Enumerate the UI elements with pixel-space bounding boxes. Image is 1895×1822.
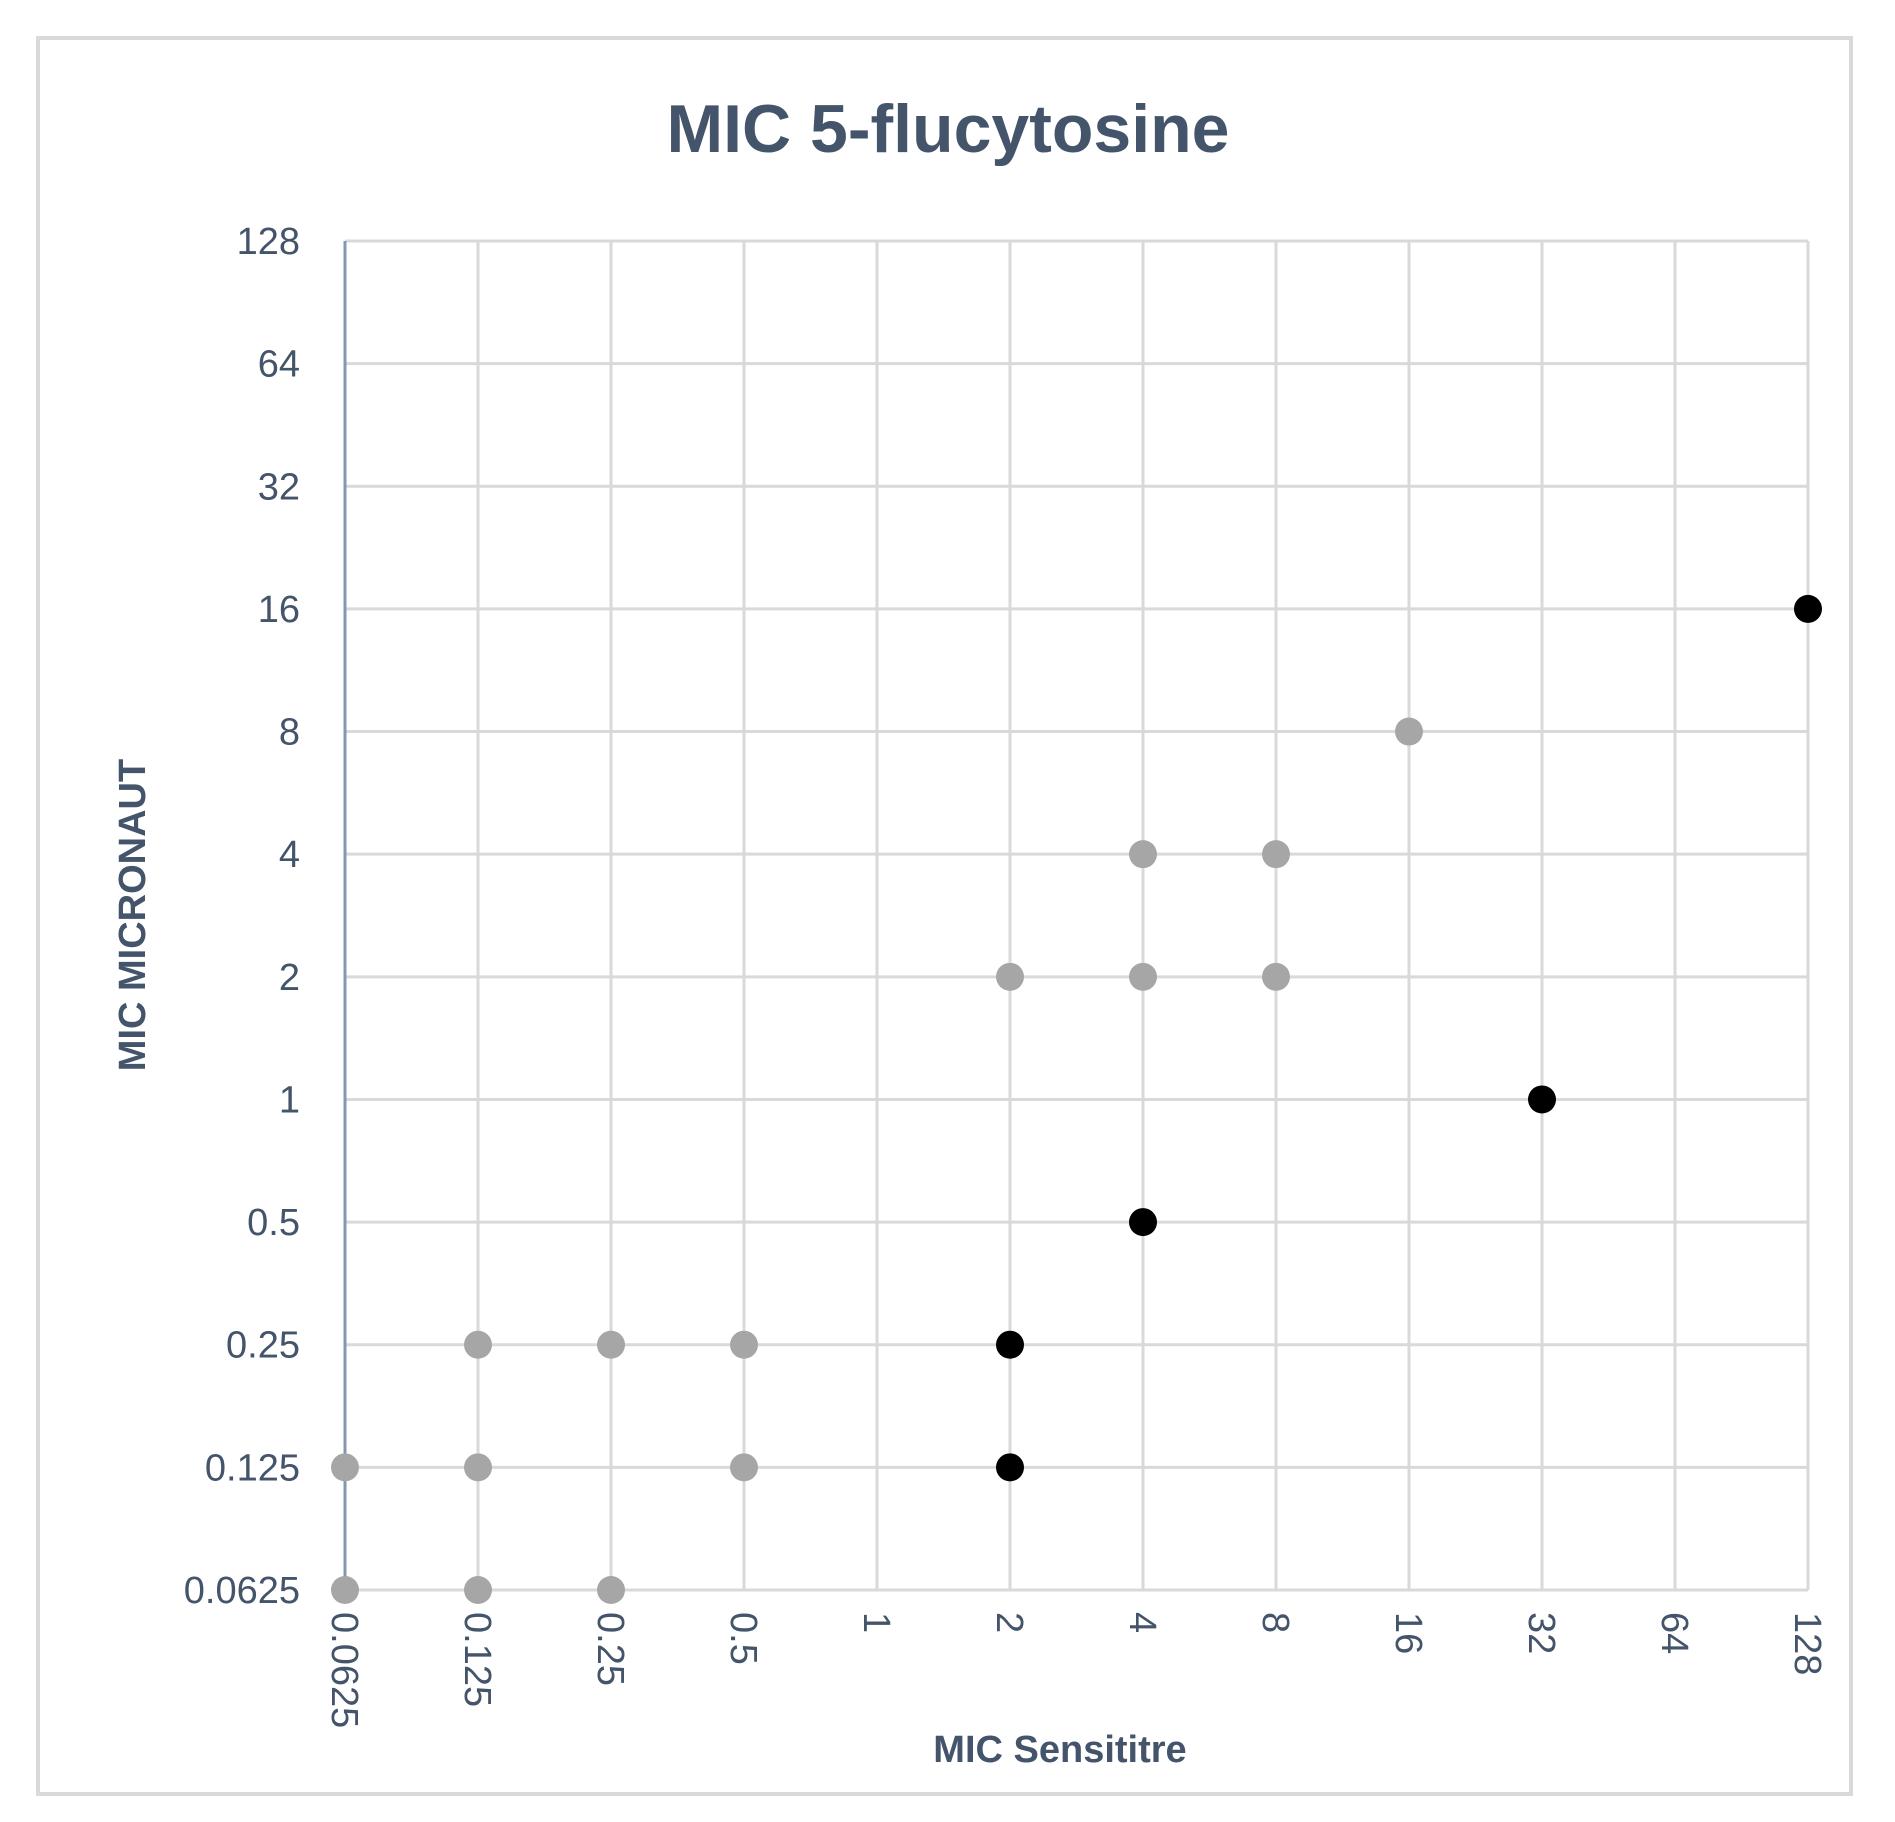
y-tick-label: 4 [279,834,300,876]
data-point-gray [1395,717,1423,746]
x-axis-title: MIC Sensititre [933,1729,1186,1771]
data-point-gray [597,1576,625,1604]
x-tick-label: 0.25 [589,1612,631,1686]
data-point-black [1528,1085,1556,1114]
x-tick-label: 0.125 [456,1612,498,1707]
y-tick-label: 0.5 [247,1202,300,1244]
y-tick-label: 2 [279,957,300,999]
x-tick-label: 4 [1121,1612,1163,1633]
x-tick-label: 128 [1786,1612,1828,1675]
data-point-gray [331,1453,359,1482]
x-tick-label: 64 [1653,1612,1695,1654]
y-axis-tick-labels: 0.0625 0.125 0.25 0.5 1 2 4 8 16 32 64 128 [184,221,300,1612]
x-tick-label: 0.0625 [323,1612,365,1728]
x-tick-label: 32 [1520,1612,1562,1654]
y-tick-label: 1 [279,1079,300,1121]
y-tick-label: 32 [258,466,300,508]
data-point-gray [1129,840,1157,869]
data-point-black [996,1330,1024,1359]
data-point-black [1129,1208,1157,1237]
y-axis-title: MIC MICRONAUT [112,759,154,1071]
data-point-gray [1129,962,1157,991]
x-tick-label: 0.5 [722,1612,764,1665]
y-tick-label: 0.0625 [184,1570,300,1612]
y-tick-label: 64 [258,344,300,386]
y-tick-label: 0.125 [205,1447,300,1489]
chart-frame [36,36,1853,1796]
x-tick-label: 16 [1387,1612,1429,1654]
y-tick-label: 16 [258,589,300,631]
data-point-gray [730,1453,758,1482]
x-axis-tick-labels: 0.0625 0.125 0.25 0.5 1 2 4 8 16 32 64 128 [323,1612,1828,1728]
y-tick-label: 128 [237,221,300,263]
grid [343,239,1810,1592]
x-tick-label: 8 [1254,1612,1296,1633]
data-point-gray [1262,840,1290,869]
data-point-gray [464,1330,492,1359]
y-tick-label: 8 [279,712,300,754]
data-point-gray [730,1330,758,1359]
data-point-gray [1262,962,1290,991]
data-point-gray [464,1453,492,1482]
x-tick-label: 2 [988,1612,1030,1633]
data-point-gray [331,1576,359,1604]
data-point-black [996,1453,1024,1482]
data-points [331,594,1822,1604]
x-tick-label: 1 [855,1612,897,1633]
chart-title: MIC 5-flucytosine [667,91,1230,167]
data-point-gray [597,1330,625,1359]
data-point-gray [996,962,1024,991]
data-point-gray [464,1576,492,1604]
data-point-black [1794,594,1822,623]
y-tick-label: 0.25 [226,1325,300,1367]
